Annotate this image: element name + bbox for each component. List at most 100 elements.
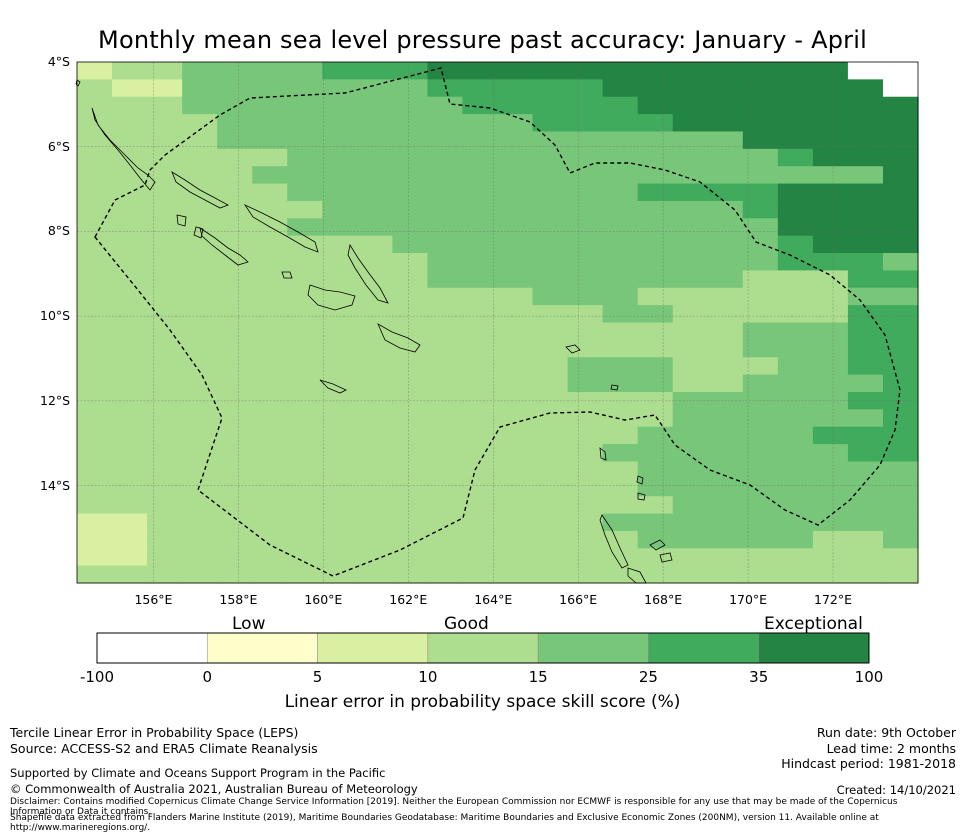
skill-cell [532,114,569,133]
copyright: © Commonwealth of Australia 2021, Austra… [10,782,418,796]
skill-cell [707,409,744,428]
skill-cell [287,131,323,150]
skill-cell [182,496,218,515]
skill-cell [812,530,849,549]
skill-cell [357,96,393,115]
skill-cell [497,357,534,376]
skill-cell [462,96,499,115]
skill-cell [847,200,884,219]
skill-cell [882,461,919,480]
skill-cell [322,305,358,324]
skill-cell [602,496,639,515]
skill-cell [77,548,113,567]
skill-cell [567,166,604,185]
skill-cell [707,235,744,254]
skill-cell [77,530,113,549]
skill-cell [462,513,499,532]
skill-cell [847,270,884,289]
skill-cell [252,339,288,358]
skill-cell [322,62,358,80]
skill-cell [707,253,744,271]
skill-cell [637,548,674,567]
skill-cell [147,287,183,306]
skill-cell [672,305,709,324]
skill-cell [707,200,744,219]
skill-cell [707,79,744,98]
skill-cell [847,357,884,376]
skill-cell [392,166,429,185]
skill-cell [322,357,358,376]
skill-cell [112,79,148,98]
skill-cell [672,444,709,463]
skill-cell [777,548,814,567]
skill-cell [112,357,148,376]
skill-cell [112,166,148,185]
skill-cell [847,565,884,584]
skill-cell [112,131,148,150]
skill-cell [567,218,604,237]
skill-cell [637,305,674,324]
skill-cell [602,253,639,271]
skill-cell [182,166,218,185]
skill-cell [812,305,849,324]
skill-cell [672,339,709,358]
skill-cell [847,426,884,445]
skill-cell [217,357,253,376]
skill-cell [672,131,709,150]
skill-cell [567,200,604,219]
skill-cell [707,357,744,376]
skill-cell [392,426,429,445]
skill-cell [357,62,393,80]
skill-cell [427,461,464,480]
skill-cell [182,287,218,306]
skill-cell [322,287,358,306]
skill-cell [217,166,253,185]
skill-cell [112,270,148,289]
skill-cell [392,62,429,80]
skill-cell [217,513,253,532]
skill-cell [392,96,429,115]
skill-cell [287,253,323,271]
skill-cell [567,270,604,289]
skill-cell [392,305,429,324]
skill-cell [742,478,779,497]
category-exceptional: Exceptional [764,614,863,634]
skill-cell [392,478,429,497]
skill-cell [77,305,113,324]
category-low: Low [232,614,266,634]
skill-cell [427,131,464,150]
skill-cell [777,79,814,98]
skill-cell [707,461,744,480]
skill-cell [532,253,569,271]
skill-cell [112,478,148,497]
skill-cell [882,409,919,428]
skill-cell [322,218,358,237]
skill-cell [77,374,113,393]
skill-cell [357,530,393,549]
skill-cell [672,200,709,219]
skill-cell [777,426,814,445]
skill-cell [567,183,604,202]
skill-cell [182,200,218,219]
skill-cell [112,530,148,549]
skill-cell [77,496,113,515]
skill-cell [672,513,709,532]
skill-cell [182,444,218,463]
skill-cell [182,131,218,150]
skill-cell [672,548,709,567]
skill-cell [357,166,393,185]
skill-cell [672,478,709,497]
skill-cell [777,218,814,237]
skill-cell [392,131,429,150]
skill-cell [147,79,183,98]
map-title: Monthly mean sea level pressure past acc… [98,26,867,54]
skill-cell [252,166,288,185]
skill-cell [742,322,779,341]
skill-cell [602,270,639,289]
skill-cell [287,305,323,324]
skill-cell [742,270,779,289]
skill-cell [147,496,183,515]
skill-cell [427,322,464,341]
skill-cell [77,114,113,133]
skill-cell [812,426,849,445]
